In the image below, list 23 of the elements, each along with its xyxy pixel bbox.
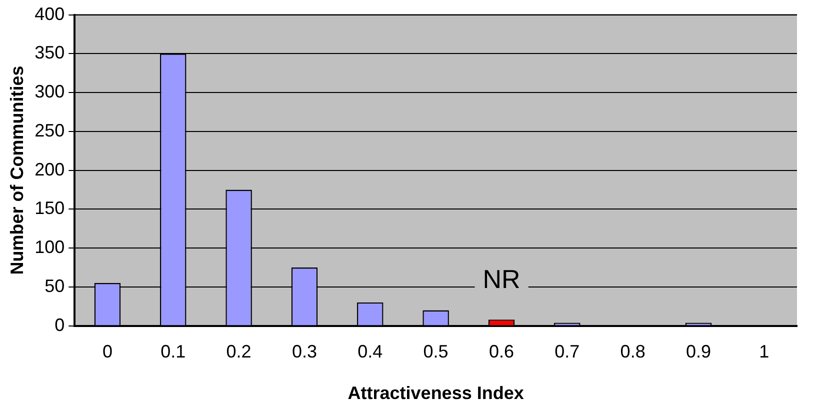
y-tick-label: 50 — [44, 276, 65, 296]
x-tick-label: 0.1 — [160, 342, 186, 362]
x-tick-label: 0.6 — [488, 342, 514, 362]
x-tick-label: 0.5 — [423, 342, 448, 362]
y-axis-title: Number of Communities — [6, 66, 27, 275]
x-tick-label: 1 — [759, 342, 770, 362]
x-tick-label: 0.9 — [686, 342, 712, 362]
x-tick-label: 0.7 — [554, 342, 580, 362]
x-tick-label: 0 — [102, 342, 112, 362]
y-tick-label: 400 — [34, 4, 65, 24]
y-tick-label: 300 — [34, 82, 65, 102]
y-tick-label: 150 — [34, 198, 65, 218]
y-tick-label: 200 — [34, 159, 65, 180]
annotation: NR — [482, 264, 520, 294]
x-tick-label: 0.4 — [358, 342, 383, 362]
x-tick-label: 0.3 — [292, 342, 317, 362]
x-tick-label: 0.2 — [226, 342, 252, 362]
x-tick-label: 0.8 — [620, 342, 646, 362]
y-tick-label: 0 — [54, 314, 65, 335]
y-tick-label: 350 — [34, 42, 65, 63]
x-axis-title: Attractiveness Index — [348, 383, 524, 404]
y-tick-label: 250 — [34, 120, 65, 140]
y-tick-label: 100 — [34, 237, 65, 258]
